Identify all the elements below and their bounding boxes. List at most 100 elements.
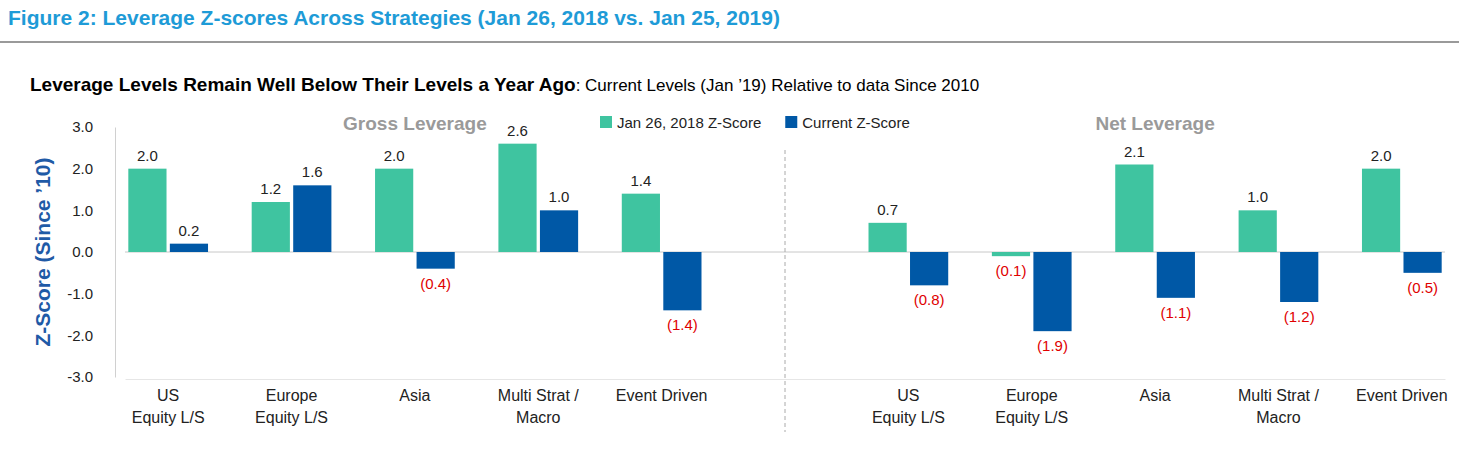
data-labels: 2.01.22.02.61.40.7(0.1)2.11.02.00.21.6(0… [137, 122, 1438, 354]
y-tick: 1.0 [72, 202, 115, 219]
subtitle-part: : Current Levels (Jan ’19) Relative to d… [576, 76, 980, 95]
x-tick: Multi Strat / Macro [1238, 379, 1319, 426]
data-label: 2.0 [137, 147, 158, 164]
y-tick-label: 0.0 [72, 243, 93, 260]
x-tick-label-line: Multi Strat / [498, 387, 579, 404]
x-axis-line [126, 379, 1446, 380]
x-tick-label: Event Driven [616, 387, 708, 404]
x-tick-label-line: Asia [1140, 387, 1171, 404]
x-tick-label-line: Macro [1256, 409, 1301, 426]
bar [1362, 169, 1400, 252]
x-tick-label: USEquity L/S [872, 387, 945, 426]
x-tick-label-line: Equity L/S [995, 409, 1068, 426]
bar [170, 244, 208, 252]
y-tick-label: 2.0 [72, 160, 93, 177]
subtitle: Leverage Levels Remain Well Below Their … [30, 74, 979, 95]
data-label: (1.4) [667, 316, 698, 333]
data-label: 2.0 [384, 147, 405, 164]
data-label: 0.7 [877, 201, 898, 218]
data-label: 0.2 [179, 222, 200, 239]
bar [1239, 210, 1277, 252]
x-tick: Event Driven [1356, 379, 1448, 404]
bar [375, 169, 413, 252]
data-label: (1.2) [1284, 308, 1315, 325]
y-axis-title: Z-Score (Since ’10) [31, 157, 54, 346]
bar [1115, 165, 1153, 253]
title-rule [0, 41, 1459, 43]
legend: Jan 26, 2018 Z-Score Current Z-Score [600, 114, 910, 131]
x-tick-label-line: Event Driven [1356, 387, 1448, 404]
data-label: (0.8) [914, 291, 945, 308]
x-tick-label: Multi Strat / Macro [498, 387, 579, 426]
x-tick: Europe Equity L/S [255, 379, 328, 426]
bar [1403, 252, 1441, 273]
y-tick: 0.0 [72, 243, 115, 260]
x-tick-label: EuropeEquity L/S [995, 387, 1068, 426]
data-label: 1.4 [630, 172, 651, 189]
x-tick: EuropeEquity L/S [995, 379, 1068, 426]
legend-label: Current Z-Score [802, 114, 910, 131]
bar [128, 169, 166, 252]
x-tick-label: Europe Equity L/S [255, 387, 328, 426]
panel-title: Gross Leverage [343, 113, 487, 134]
y-tick: -3.0 [67, 368, 115, 385]
bar [417, 252, 455, 269]
y-tick: 2.0 [72, 160, 115, 177]
data-label: 1.6 [302, 163, 323, 180]
bar [663, 252, 701, 310]
data-label: (1.9) [1037, 337, 1068, 354]
x-tick-label-line: Equity L/S [132, 409, 205, 426]
x-tick: Event Driven [616, 379, 708, 404]
panel-divider [785, 150, 786, 432]
x-tick-label-line: Multi Strat / [1238, 387, 1319, 404]
x-tick: Asia [399, 379, 430, 404]
data-label: (1.1) [1160, 304, 1191, 321]
x-tick-label-line: US [157, 387, 179, 404]
y-tick-label: -2.0 [67, 327, 93, 344]
x-tick-label: Multi Strat / Macro [1238, 387, 1319, 426]
bar [910, 252, 948, 285]
bar [1157, 252, 1195, 298]
y-tick-label: 3.0 [72, 118, 93, 135]
x-tick: USEquity L/S [872, 379, 945, 426]
x-tick: US Equity L/S [132, 379, 205, 426]
x-tick-label: Asia [399, 387, 430, 404]
data-label: 2.6 [507, 122, 528, 139]
figure-title: Figure 2: Leverage Z-scores Across Strat… [8, 6, 780, 29]
data-label: (0.5) [1407, 279, 1438, 296]
x-tick-label-line: Europe [266, 387, 318, 404]
data-label: 1.0 [1247, 188, 1268, 205]
x-tick-label: Asia [1140, 387, 1171, 404]
chart: Figure 2: Leverage Z-scores Across Strat… [0, 0, 1459, 455]
bar [293, 185, 331, 252]
y-tick-label: -1.0 [67, 285, 93, 302]
legend-label: Jan 26, 2018 Z-Score [617, 114, 761, 131]
y-axis: 3.0 2.0 1.0 0.0 -1.0 -2.0 -3.0 [67, 118, 115, 385]
bar [622, 194, 660, 252]
bar [992, 252, 1030, 256]
x-tick-label-line: Asia [399, 387, 430, 404]
bar [498, 144, 536, 252]
y-tick: 3.0 [72, 118, 115, 135]
legend-swatch [600, 116, 612, 128]
bar [1033, 252, 1071, 331]
x-tick-label-line: Equity L/S [255, 409, 328, 426]
x-tick-label-line: Event Driven [616, 387, 708, 404]
data-label: 2.0 [1371, 147, 1392, 164]
y-tick-label: 1.0 [72, 202, 93, 219]
x-axis: US Equity L/S Europe Equity L/S Asia Multi St… [126, 379, 1448, 426]
bar [540, 210, 578, 252]
bar [869, 223, 907, 252]
x-tick-label: Event Driven [1356, 387, 1448, 404]
x-tick-label-line: Macro [516, 409, 561, 426]
bar [1280, 252, 1318, 302]
bar [252, 202, 290, 252]
data-label: 1.0 [549, 188, 570, 205]
y-tick-label: -3.0 [67, 368, 93, 385]
data-label: 2.1 [1124, 143, 1145, 160]
y-tick: -2.0 [67, 327, 115, 344]
x-tick-label: US Equity L/S [132, 387, 205, 426]
y-tick: -1.0 [67, 285, 115, 302]
panel-title: Net Leverage [1095, 113, 1214, 134]
data-label: 1.2 [260, 180, 281, 197]
